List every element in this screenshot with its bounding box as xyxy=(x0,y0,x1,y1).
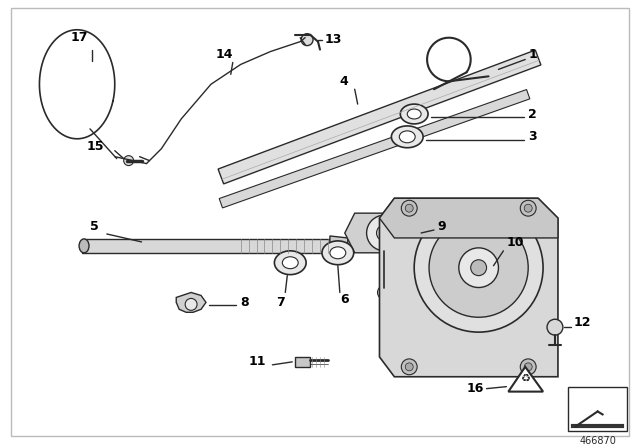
Bar xyxy=(568,387,627,431)
Ellipse shape xyxy=(407,109,421,119)
Ellipse shape xyxy=(330,247,346,259)
Polygon shape xyxy=(508,367,543,392)
Polygon shape xyxy=(219,90,530,208)
Polygon shape xyxy=(380,198,558,238)
Circle shape xyxy=(401,359,417,375)
Text: 12: 12 xyxy=(574,316,591,329)
Circle shape xyxy=(470,260,486,276)
Circle shape xyxy=(429,218,528,317)
Polygon shape xyxy=(218,50,541,184)
Text: ♻: ♻ xyxy=(520,374,530,384)
Text: 11: 11 xyxy=(248,355,266,368)
Text: 16: 16 xyxy=(466,382,484,395)
Polygon shape xyxy=(380,198,558,377)
Text: 14: 14 xyxy=(216,48,234,61)
Text: 17: 17 xyxy=(70,31,88,44)
Circle shape xyxy=(414,203,543,332)
Circle shape xyxy=(376,225,392,241)
Ellipse shape xyxy=(392,126,423,148)
Text: 10: 10 xyxy=(506,237,524,250)
Circle shape xyxy=(185,298,197,310)
Ellipse shape xyxy=(322,241,354,265)
Ellipse shape xyxy=(399,131,415,143)
Circle shape xyxy=(459,248,499,288)
Circle shape xyxy=(547,319,563,335)
Polygon shape xyxy=(330,236,348,256)
Text: 7: 7 xyxy=(276,296,285,309)
Text: 3: 3 xyxy=(528,130,537,143)
Circle shape xyxy=(401,200,417,216)
Ellipse shape xyxy=(400,104,428,124)
Text: 13: 13 xyxy=(325,33,342,46)
Text: 6: 6 xyxy=(340,293,349,306)
Ellipse shape xyxy=(79,239,89,253)
Circle shape xyxy=(124,155,134,166)
Polygon shape xyxy=(176,293,206,312)
Ellipse shape xyxy=(282,257,298,269)
Polygon shape xyxy=(345,213,429,253)
Text: 5: 5 xyxy=(90,220,99,233)
Text: 9: 9 xyxy=(437,220,445,233)
Polygon shape xyxy=(82,239,330,253)
Circle shape xyxy=(301,34,313,46)
Circle shape xyxy=(405,363,413,371)
Circle shape xyxy=(405,204,413,212)
Text: 15: 15 xyxy=(87,140,104,153)
Circle shape xyxy=(524,363,532,371)
Text: 1: 1 xyxy=(528,48,537,61)
Text: 8: 8 xyxy=(241,296,250,309)
Ellipse shape xyxy=(275,251,306,275)
Text: 466870: 466870 xyxy=(579,436,616,446)
Circle shape xyxy=(367,215,403,251)
Circle shape xyxy=(524,204,532,212)
Text: 4: 4 xyxy=(340,75,349,88)
Text: 2: 2 xyxy=(528,108,537,121)
Circle shape xyxy=(520,359,536,375)
Polygon shape xyxy=(295,357,310,367)
Circle shape xyxy=(520,200,536,216)
Circle shape xyxy=(378,285,392,299)
